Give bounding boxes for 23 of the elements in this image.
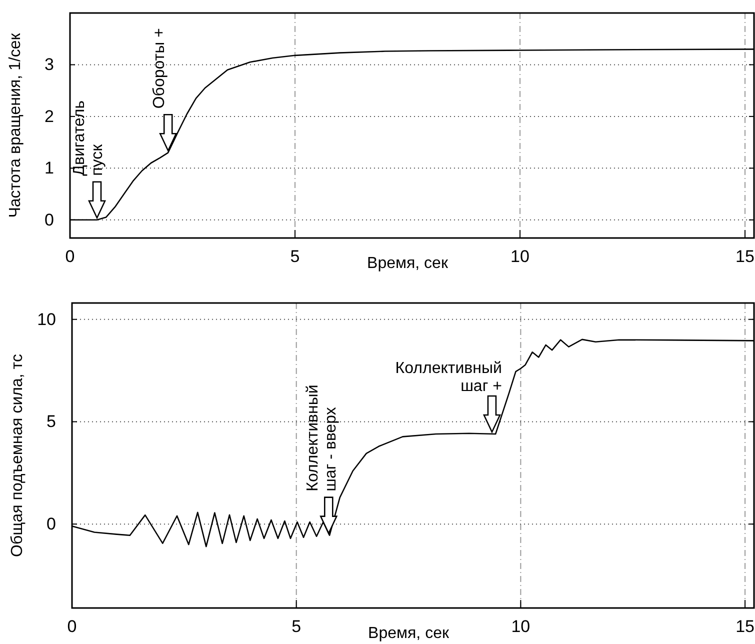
y-axis-title: Общая подъемная сила, тс bbox=[9, 354, 26, 557]
y-tick-label: 2 bbox=[44, 106, 54, 126]
y-tick-label: 10 bbox=[37, 310, 56, 329]
y-tick-label: 1 bbox=[44, 158, 54, 178]
x-tick-label: 0 bbox=[67, 617, 77, 636]
y-tick-label: 5 bbox=[46, 412, 56, 432]
x-tick-label: 5 bbox=[292, 617, 302, 636]
x-tick-label: 15 bbox=[736, 617, 754, 636]
y-axis-title: Частота вращения, 1/сек bbox=[7, 32, 24, 218]
x-tick-label: 5 bbox=[290, 247, 300, 266]
x-axis-title: Время, сек bbox=[367, 255, 449, 272]
y-tick-label: 3 bbox=[44, 55, 54, 74]
y-tick-label: 0 bbox=[46, 514, 56, 534]
x-tick-label: 10 bbox=[511, 617, 530, 636]
annotation: Коллективный шаг + bbox=[395, 360, 502, 396]
annotation: Коллективный шаг - вверх bbox=[304, 384, 340, 492]
x-tick-label: 15 bbox=[736, 247, 754, 266]
y-tick-label: 0 bbox=[44, 210, 54, 230]
x-tick-label: 10 bbox=[510, 247, 530, 266]
x-axis-title: Время, сек bbox=[368, 625, 450, 642]
annotation: Обороты + bbox=[151, 28, 168, 109]
annotation: Двигатель пуск bbox=[71, 100, 106, 176]
x-tick-label: 0 bbox=[65, 247, 75, 266]
